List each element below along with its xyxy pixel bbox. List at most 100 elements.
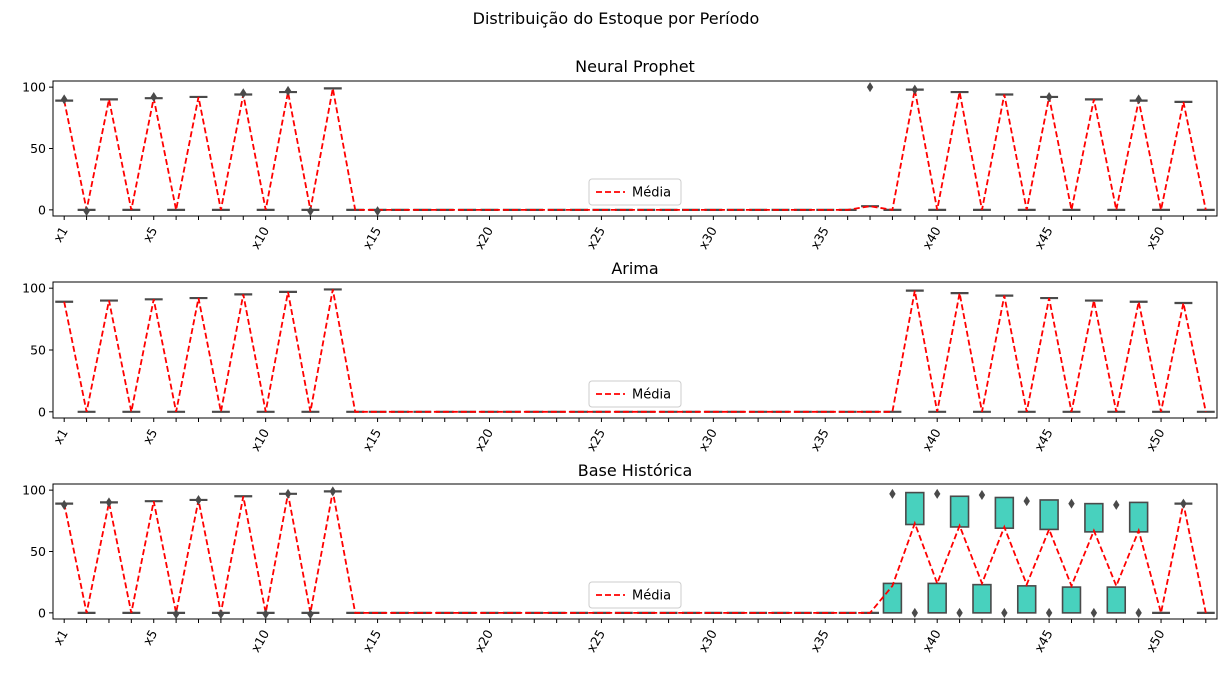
x-tick-label: x40 [919,627,944,655]
box [1039,499,1059,531]
outlier-point [150,91,157,102]
box [927,582,947,614]
y-tick-label: 0 [38,605,46,620]
figure-suptitle: Distribuição do Estoque por Período [473,9,760,28]
outlier-point [307,609,314,620]
chart-panel-1: Neural Prophet 0 50 100 x1 x5 x10 x15 x20 x25 x30 x… [22,57,1218,252]
outlier-point [866,82,874,93]
outlier-point [1113,499,1120,510]
box [905,491,925,526]
x-tick-label: x50 [1143,224,1168,252]
outlier-point [1001,607,1008,618]
outlier-point [240,88,247,99]
panel-title: Base Histórica [578,461,693,480]
outlier-point [911,84,919,95]
y-tick-label: 50 [30,343,46,358]
mean-line [63,491,1207,614]
x-tick-label: x25 [583,224,608,252]
x-tick-label: x10 [248,224,273,252]
x-tick-label: x15 [360,426,385,454]
y-tick-label: 0 [38,202,46,217]
mean-line [63,289,1207,413]
box [949,495,970,528]
x-tick-label: x15 [360,224,385,252]
y-tick-label: 100 [22,80,46,95]
box [972,583,992,614]
outlier-point [83,206,90,217]
x-tick-label: x1 [50,627,71,648]
x-tick-label: x25 [583,627,608,655]
outlier-point [374,206,381,217]
y-tick-label: 0 [38,404,46,419]
outlier-point [307,206,314,217]
x-tick-label: x35 [807,426,832,454]
legend-label: Média [632,186,671,201]
outlier-point [1180,498,1187,509]
legend-label: Média [632,589,671,604]
legend: Média [588,380,682,408]
legend-label: Média [632,388,671,403]
x-tick-label: x20 [471,224,496,252]
legend-box [588,178,682,206]
outlier-point [911,607,919,618]
box [1128,501,1149,533]
x-tick-label: x1 [50,224,71,245]
x-tick-label: x30 [695,426,720,454]
box [1084,502,1104,533]
y-tick-label: 100 [22,281,46,296]
x-tick-label: x30 [695,224,720,252]
box [994,496,1015,529]
chart-panel-2: Arima 0 50 100 x1 x5 x10 x15 x20 x25 x30 x35 x40 x45 x… [22,259,1218,454]
outlier-point [262,609,269,620]
legend-box [588,380,682,408]
outlier-point [1045,607,1053,618]
box [1106,586,1127,614]
outlier-point [889,488,896,499]
x-tick-label: x45 [1031,224,1056,252]
outlier-point [284,488,292,499]
x-tick-label: x15 [360,627,385,655]
x-tick-label: x5 [140,627,161,648]
outlier-point [195,494,202,505]
x-tick-label: x40 [919,224,944,252]
outlier-point [1090,607,1098,618]
outlier-point [217,609,225,620]
x-tick-label: x20 [471,627,496,655]
x-tick-label: x20 [471,426,496,454]
y-tick-label: 50 [30,141,46,156]
legend-box [588,581,682,609]
outlier-point [1023,496,1030,507]
outlier-point [1135,607,1142,618]
outlier-point [1068,498,1075,509]
x-tick-label: x1 [50,426,71,447]
outlier-point [105,497,113,508]
x-tick-label: x10 [248,426,273,454]
x-tick-label: x45 [1031,426,1056,454]
outlier-point [933,488,941,499]
x-tick-label: x35 [807,224,832,252]
x-tick-label: x25 [583,426,608,454]
box [882,582,903,614]
legend: Média [588,581,682,609]
x-tick-label: x45 [1031,627,1056,655]
y-tick-label: 100 [22,483,46,498]
box [1061,586,1082,614]
outlier-point [60,499,68,510]
x-tick-label: x5 [140,426,161,447]
y-tick-label: 50 [30,544,46,559]
outlier-point [978,490,986,501]
panel-title: Arima [611,259,658,278]
outlier-point [284,85,292,96]
x-tick-label: x5 [140,224,161,245]
x-tick-label: x30 [695,627,720,655]
x-tick-label: x35 [807,627,832,655]
x-tick-label: x50 [1143,627,1168,655]
outlier-point [329,486,337,497]
outlier-point [60,94,68,105]
panel-title: Neural Prophet [575,57,695,76]
outlier-point [1045,91,1053,102]
x-tick-label: x50 [1143,426,1168,454]
outlier-point [172,609,180,620]
chart-panel-3: Base Histórica 0 50 100 x1 x5 x10 x15 x20 x25 x30 x… [22,461,1218,655]
